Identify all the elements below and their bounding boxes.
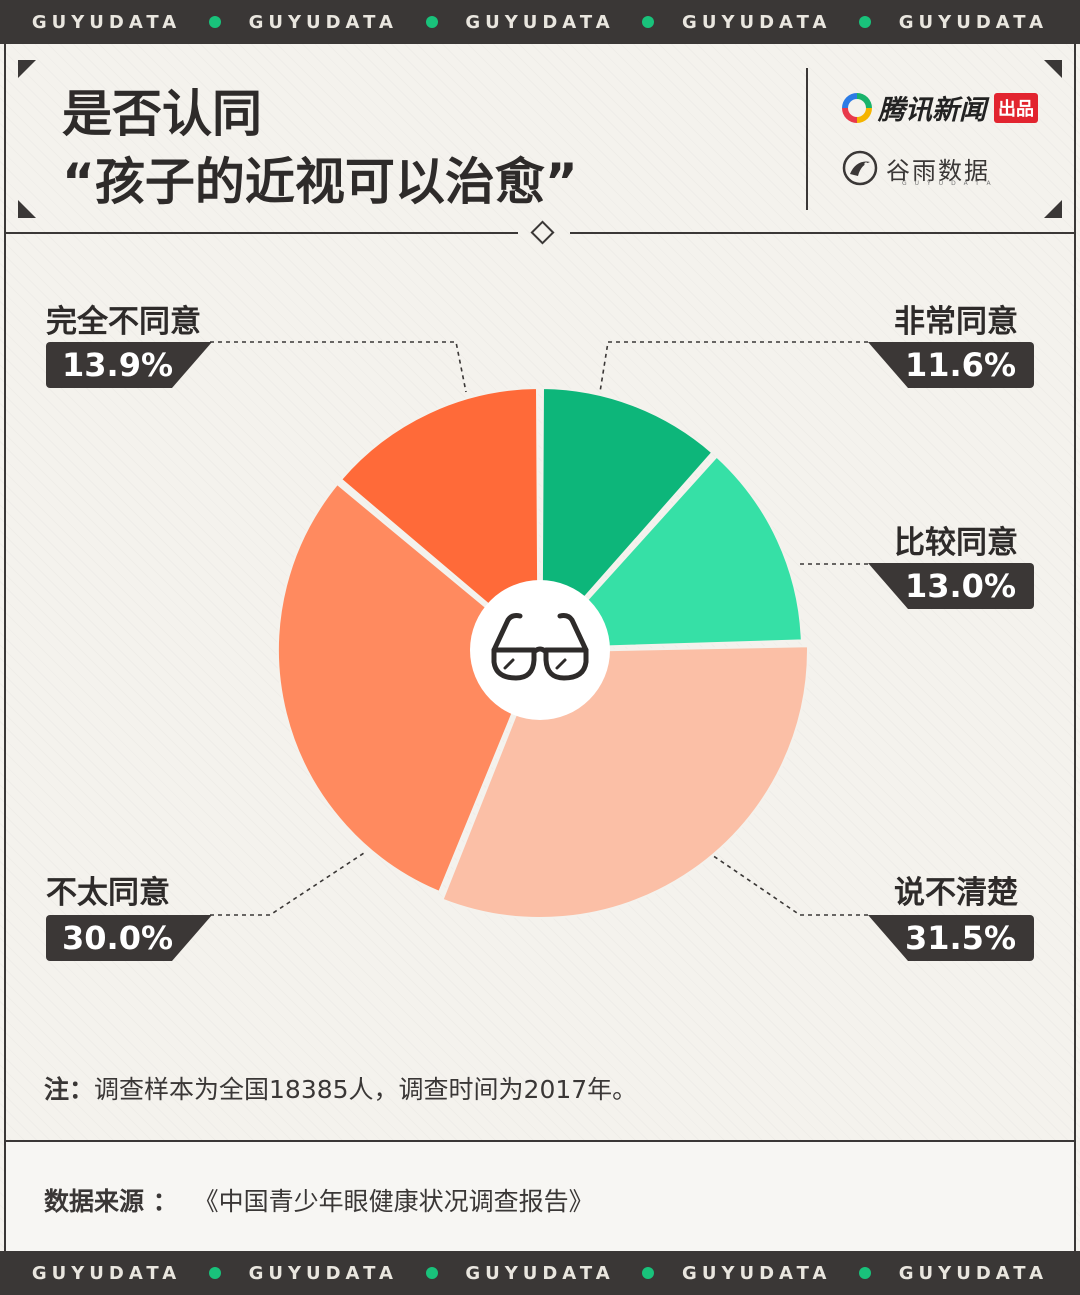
- band-word: GUYUDATA: [898, 11, 1049, 33]
- source-text: 《中国青少年眼健康状况调查报告》: [193, 1187, 594, 1216]
- tencent-news-logo: 腾讯新闻 出品: [842, 88, 1038, 127]
- guyu-data-name: 谷雨数据: [886, 156, 990, 185]
- band-word: GUYUDATA: [465, 11, 615, 33]
- guyu-data-subtitle: GUYUDATA: [902, 180, 999, 187]
- band-word: GUYUDATA: [682, 11, 832, 33]
- band-word: GUYUDATA: [31, 11, 182, 33]
- note-prefix: 注：: [44, 1075, 95, 1104]
- survey-note: 注：调查样本为全国18385人，调查时间为2017年。: [44, 1070, 637, 1106]
- header-divider: [806, 68, 808, 210]
- slice-label-unsure: 说不清楚: [894, 875, 1018, 911]
- corner-triangle-icon: [18, 200, 36, 218]
- header-rule-right: [570, 232, 1074, 234]
- header-rule-left: [6, 232, 518, 234]
- green-dot-icon: [208, 1267, 221, 1279]
- bottom-brand-band: GUYUDATA GUYUDATA GUYUDATA GUYUDATA GUYU…: [0, 1251, 1080, 1295]
- produced-tag: 出品: [994, 92, 1038, 123]
- band-word: GUYUDATA: [31, 1262, 182, 1284]
- slice-value-somewhat-agree: 13.0%: [868, 563, 1034, 609]
- footer-rule: [6, 1140, 1074, 1142]
- band-word: GUYUDATA: [682, 1262, 832, 1284]
- guyu-bird-icon: [842, 150, 878, 186]
- green-dot-icon: [208, 16, 221, 28]
- leader-line: [711, 854, 868, 916]
- green-dot-icon: [425, 16, 438, 28]
- source-prefix: 数据来源 ：: [44, 1187, 178, 1216]
- green-dot-icon: [642, 1267, 655, 1279]
- note-text: 调查样本为全国18385人，调查时间为2017年。: [94, 1075, 638, 1104]
- green-dot-icon: [425, 1267, 438, 1279]
- green-dot-icon: [859, 1267, 872, 1279]
- band-word: GUYUDATA: [465, 1262, 615, 1284]
- band-word: GUYUDATA: [898, 1262, 1049, 1284]
- band-word: GUYUDATA: [248, 11, 398, 33]
- green-dot-icon: [859, 16, 872, 28]
- guyu-data-logo: 谷雨数据 GUYUDATA: [842, 150, 991, 187]
- page-frame: [4, 44, 1076, 1251]
- slice-label-strongly-agree: 非常同意: [894, 304, 1018, 340]
- leader-line: [599, 341, 868, 393]
- corner-triangle-icon: [1044, 200, 1062, 218]
- tencent-bell-icon: [842, 92, 872, 123]
- corner-triangle-icon: [1044, 60, 1062, 78]
- slice-label-somewhat-agree: 比较同意: [894, 525, 1018, 561]
- data-source: 数据来源 ： 《中国青少年眼健康状况调查报告》: [44, 1182, 594, 1218]
- chart-title-line2: “孩子的近视可以治愈”: [62, 153, 578, 211]
- slice-label-somewhat-disagree: 不太同意: [46, 875, 170, 911]
- band-word: GUYUDATA: [248, 1262, 398, 1284]
- footer-panel: [6, 1142, 1074, 1251]
- top-brand-band: GUYUDATA GUYUDATA GUYUDATA GUYUDATA GUYU…: [0, 0, 1080, 44]
- slice-label-strongly-disagree: 完全不同意: [46, 304, 201, 340]
- slice-value-somewhat-disagree: 30.0%: [46, 915, 212, 961]
- leader-line: [210, 341, 467, 393]
- leader-lines: [210, 341, 868, 916]
- chart-title-line1: 是否认同: [62, 85, 262, 143]
- leader-line: [210, 852, 365, 916]
- corner-triangle-icon: [18, 60, 36, 78]
- tencent-news-name: 腾讯新闻: [878, 95, 986, 126]
- glasses-icon: [491, 613, 589, 681]
- green-dot-icon: [642, 16, 655, 28]
